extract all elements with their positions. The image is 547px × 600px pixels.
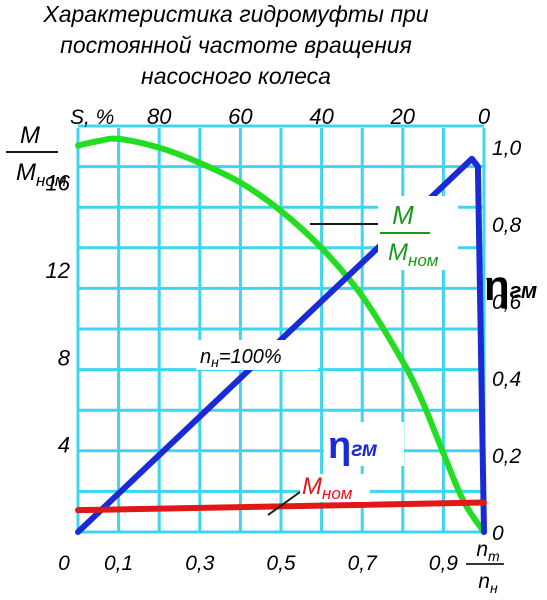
nom-label-box xyxy=(300,474,370,502)
bottom-axis-tick-label: 0,7 xyxy=(348,552,379,575)
nom-label: Mном xyxy=(302,473,353,503)
left-axis-tick-label: 12 xyxy=(46,258,70,283)
left-axis-tick-label: 4 xyxy=(58,433,70,458)
top-axis-ticks: 80 60 40 20 0 xyxy=(147,104,491,129)
left-axis-den: Mном xyxy=(16,159,67,190)
bottom-axis-tick-label: 0,3 xyxy=(185,552,215,575)
torque-label-num: M xyxy=(392,200,414,230)
right-axis-ticks: 1,0 0,8 0,6 0,4 0,2 0 xyxy=(492,137,522,545)
right-axis-tick-label: 0 xyxy=(492,522,504,545)
annotation-text: nн=100% xyxy=(200,346,282,370)
bottom-axis-ticks: 0 0,1 0,3 0,5 0,7 0,9 xyxy=(58,552,458,575)
left-axis-ticks: 16 12 8 4 xyxy=(46,171,71,458)
bottom-axis-tick-label: 0 xyxy=(58,552,70,575)
top-axis-tick-label: 40 xyxy=(309,104,334,129)
torque-curve xyxy=(75,135,487,535)
left-axis-num: M xyxy=(20,122,40,149)
annotation-box xyxy=(196,340,318,370)
eff-label: ηгм xyxy=(328,425,378,467)
right-axis-tick-label: 0,2 xyxy=(492,445,522,468)
bottom-axis-tick-label: 0,9 xyxy=(429,552,459,575)
x-axis-num: nт xyxy=(476,538,500,564)
bottom-axis-tick-label: 0,5 xyxy=(266,552,296,575)
right-axis-tick-label: 0,4 xyxy=(492,368,521,391)
top-axis-tick-label: 60 xyxy=(228,104,253,129)
chart-title-line-1: Характеристика гидромуфты при xyxy=(42,1,428,27)
right-axis-eta: ηгм xyxy=(484,262,537,309)
x-axis-den: nн xyxy=(478,570,498,596)
right-axis-tick-label: 1,0 xyxy=(492,137,522,160)
top-axis-tick-label: 80 xyxy=(147,104,172,129)
left-axis-tick-label: 16 xyxy=(46,171,71,196)
chart-title-line-3: насосного колеса xyxy=(141,63,331,89)
right-axis-tick-label: 0,8 xyxy=(492,214,522,237)
left-axis-tick-label: 8 xyxy=(58,345,71,370)
torque-label-den: Mном xyxy=(388,239,439,270)
right-axis-tick-label: 0,6 xyxy=(492,291,522,314)
eff-label-box xyxy=(324,422,404,466)
top-axis-title: S, % xyxy=(70,106,114,129)
chart-title-line-2: постоянной частоте вращения xyxy=(60,32,412,58)
top-axis-tick-label: 20 xyxy=(390,104,416,129)
top-axis-tick-label: 0 xyxy=(478,104,491,129)
bottom-axis-tick-label: 0,1 xyxy=(104,552,133,575)
plot-grid xyxy=(76,124,486,534)
nom-leader-line xyxy=(267,491,301,516)
